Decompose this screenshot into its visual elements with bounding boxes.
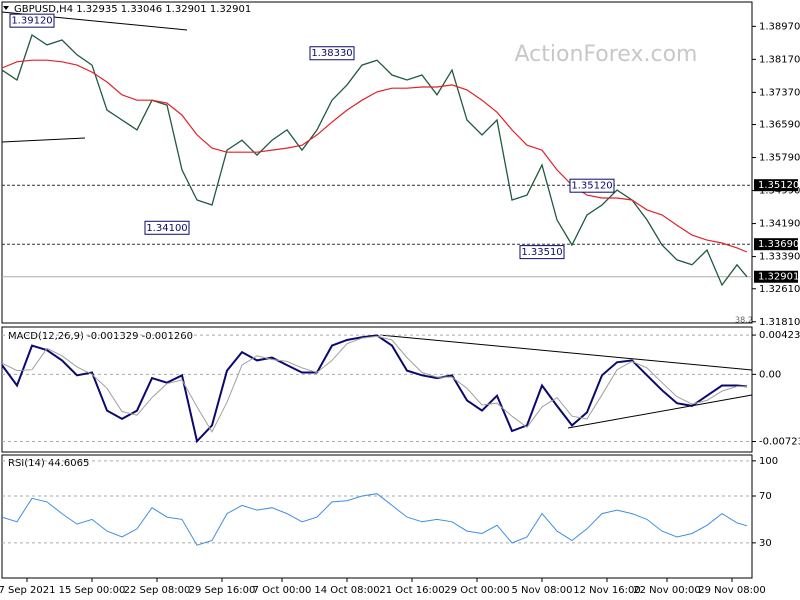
y-tick-label: 0.004231 [759,330,800,341]
level-label: 1.32901 [758,272,799,283]
x-tick-label: 5 Nov 08:00 [511,585,572,596]
annotation-box [309,46,355,61]
y-tick-label: 1.38170 [759,54,800,65]
x-tick-label: 22 Nov 00:00 [633,585,700,596]
x-tick-label: 7 Oct 00:00 [253,585,312,596]
y-tick-label: 100 [759,456,778,467]
y-tick-label: 1.36590 [759,120,800,131]
annotation-label: 1.35120 [571,181,612,192]
y-tick-label: 1.33390 [759,252,800,263]
annotation-box [9,13,55,28]
series-line [1,334,748,444]
annotation-label: 1.34100 [146,223,187,234]
y-tick-label: -0.00723 [759,437,800,448]
annotation-box [519,245,565,260]
y-tick-label: 1.38970 [759,21,800,32]
x-tick-label: 29 Oct 00:00 [444,585,509,596]
x-tick-label: 15 Sep 00:00 [59,585,126,596]
trend-line [567,394,753,429]
x-tick-label: 12 Nov 16:00 [573,585,640,596]
y-tick-label: 1.32610 [759,284,800,295]
trend-line [1,137,86,143]
panel-title: MACD(12,26,9) -0.001329 -0.001260 [8,331,193,342]
series-line [1,33,748,287]
series-line [1,493,748,546]
annotation-label: 1.33510 [521,247,562,258]
trend-line [379,334,753,371]
annotation-label: 1.38330 [311,48,352,59]
fib-note: 38.2 [735,316,753,325]
series-line [1,335,747,433]
level-tag [754,238,798,251]
chart-title: GBPUSD,H4 1.32935 1.33046 1.32901 1.3290… [14,4,251,15]
x-tick-label: 29 Sep 16:00 [189,585,256,596]
y-tick-label: 1.31810 [759,317,800,328]
panel-frame [1,1,753,324]
level-tag [754,179,798,192]
panel-frame [1,326,753,453]
watermark: ActionForex.com [515,42,698,67]
y-tick-label: 1.34190 [759,219,800,230]
annotation-label: 1.39120 [11,16,52,27]
level-label: 1.33690 [758,239,799,250]
level-tag [754,270,798,283]
y-tick-label: 1.37370 [759,87,800,98]
x-tick-label: 22 Sep 08:00 [124,585,191,596]
level-label: 1.35120 [758,180,799,191]
menu-arrow [3,6,9,10]
y-tick-label: 0.00 [759,369,781,380]
x-tick-label: 29 Nov 08:00 [698,585,765,596]
panel-title: RSI(14) 44.6065 [8,458,89,469]
x-tick-label: 21 Oct 16:00 [379,585,444,596]
panel-frame [1,454,753,579]
series-line [1,59,748,253]
y-tick-label: 30 [759,538,772,549]
annotation-box [569,178,615,193]
x-tick-label: 7 Sep 2021 [0,585,56,596]
annotation-box [144,220,190,235]
x-tick-label: 14 Oct 08:00 [314,585,379,596]
y-tick-label: 1.35790 [759,153,800,164]
y-tick-label: 70 [759,491,772,502]
